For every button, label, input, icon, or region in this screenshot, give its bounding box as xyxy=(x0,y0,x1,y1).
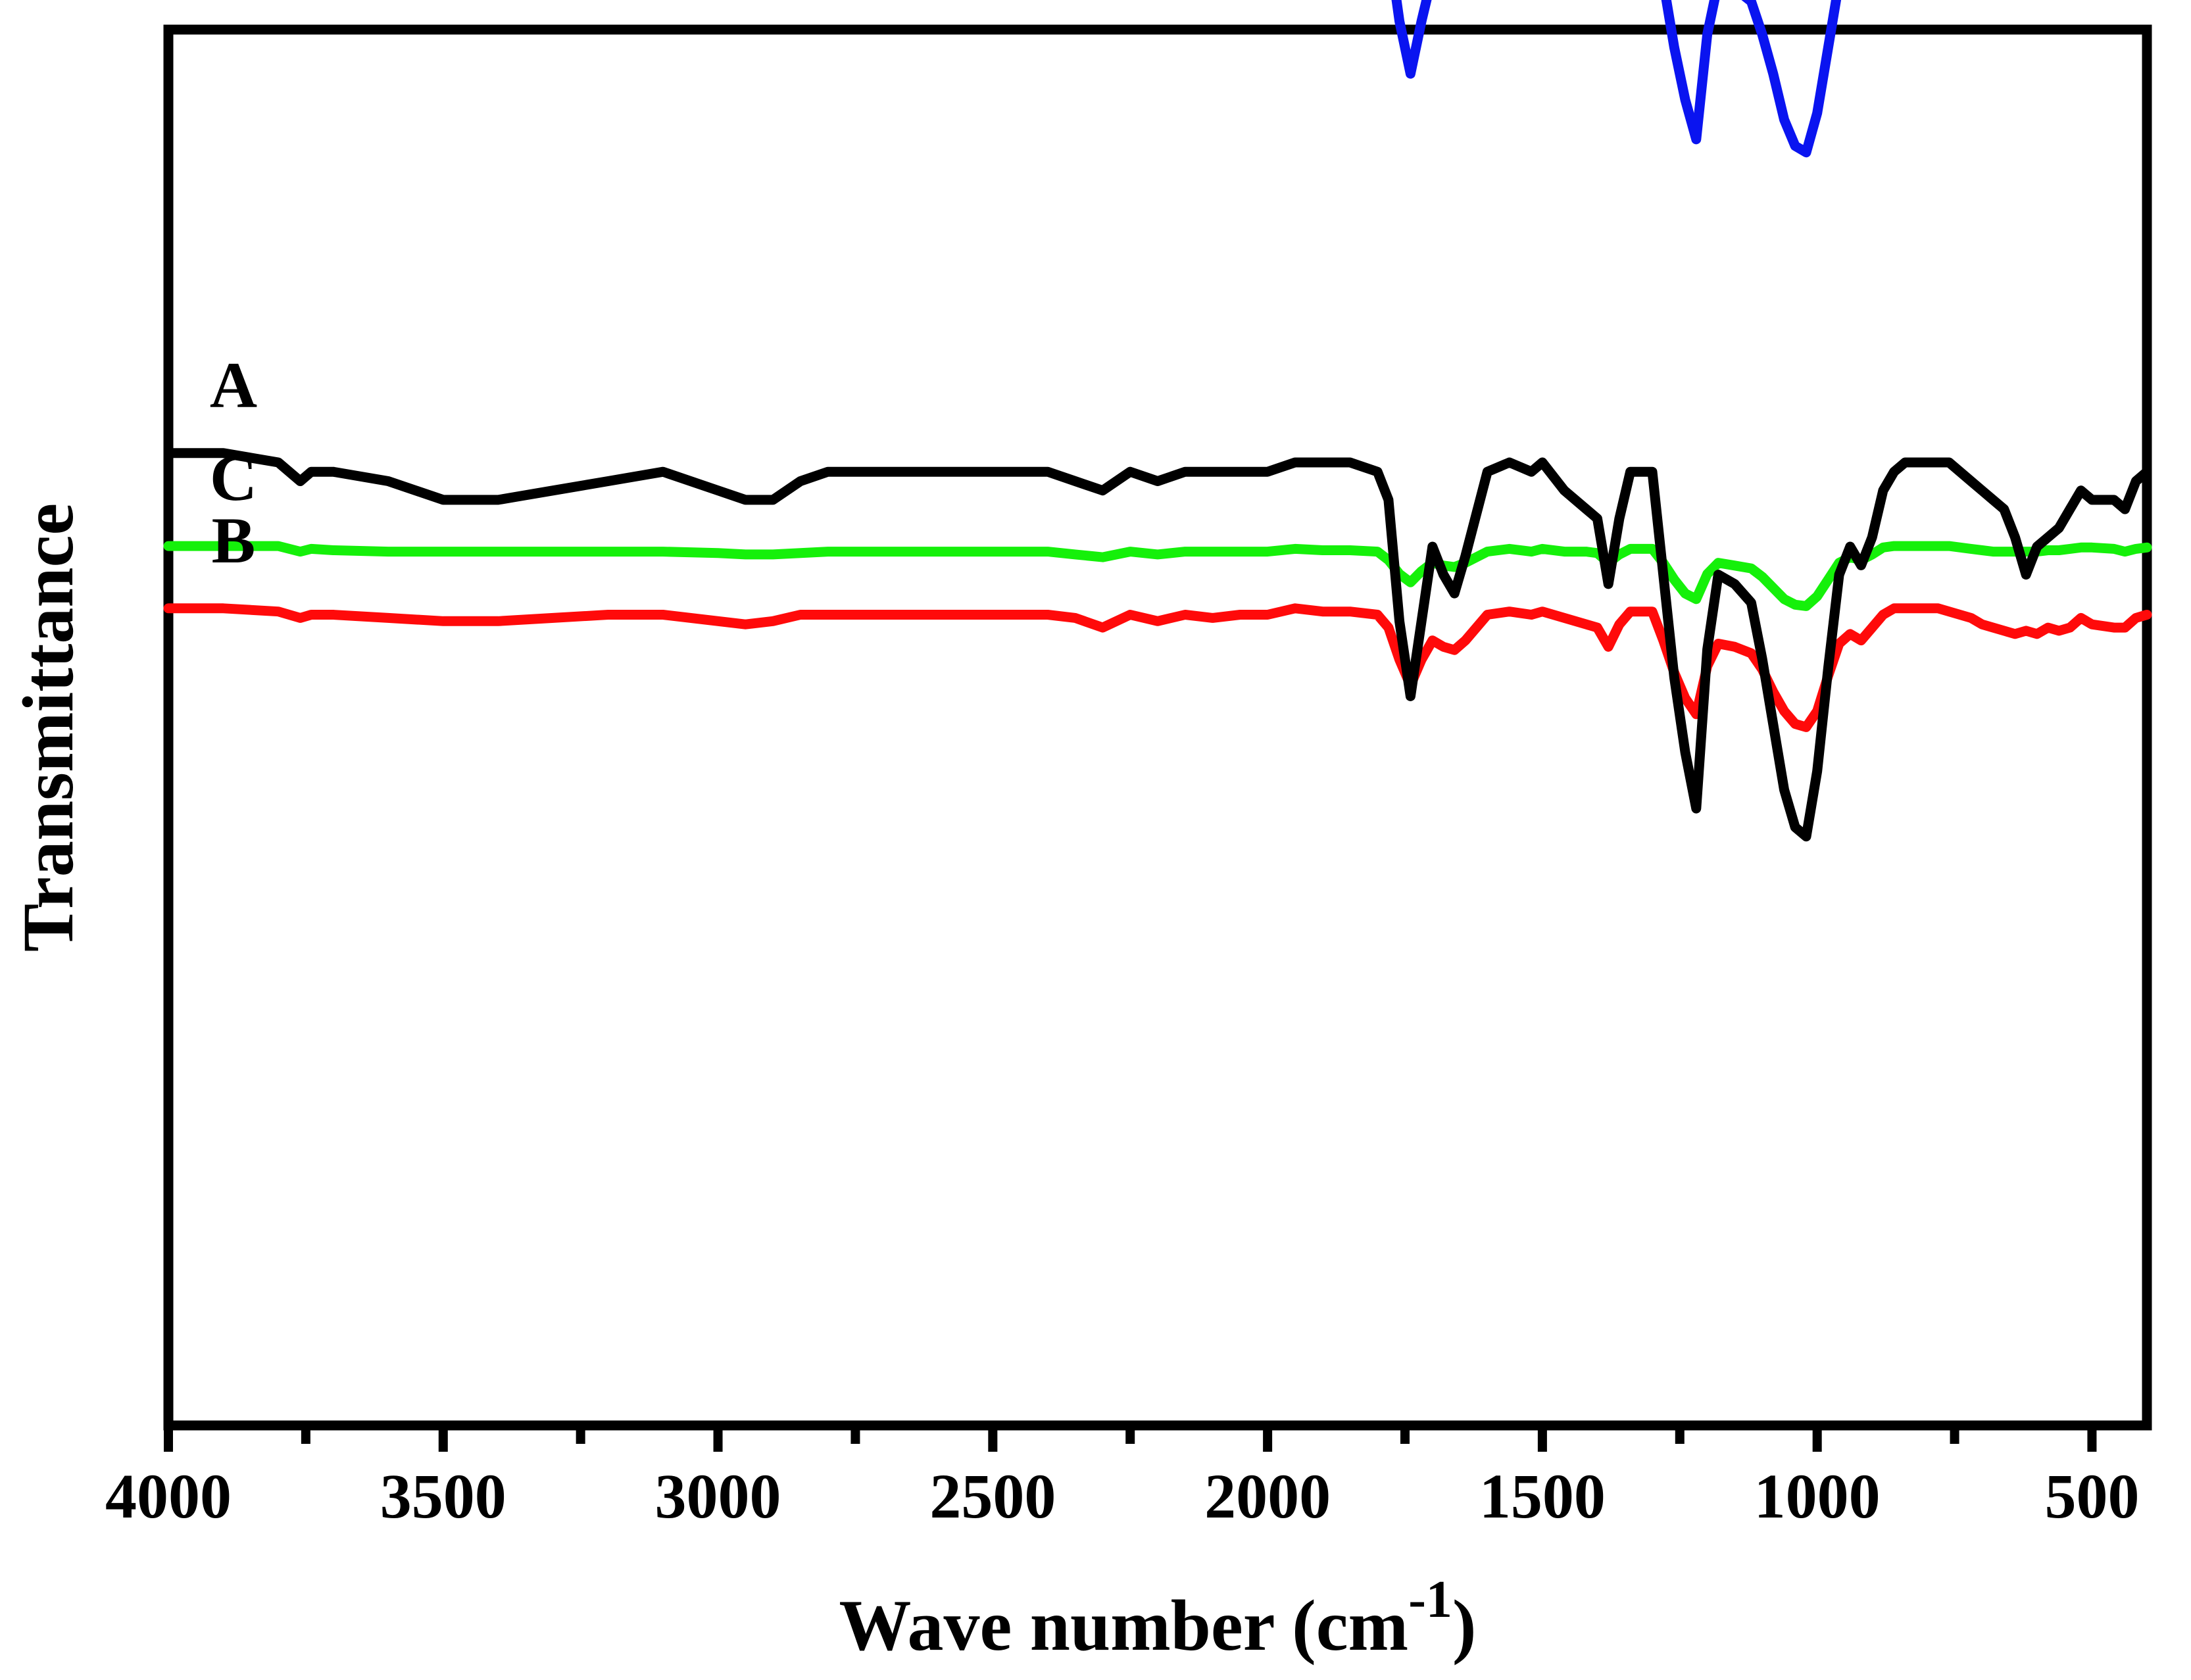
series-group xyxy=(163,0,2152,842)
x-tick-label: 500 xyxy=(2044,1461,2139,1531)
x-tick-label: 1000 xyxy=(1754,1461,1881,1531)
x-tick-label: 1500 xyxy=(1479,1461,1606,1531)
series-line-C xyxy=(163,541,2152,611)
plot-frame xyxy=(163,24,2152,1431)
x-axis-title-main: Wave number (cm xyxy=(839,1585,1409,1666)
series-label-A: A xyxy=(210,349,257,422)
x-axis-title-close: ) xyxy=(1452,1585,1477,1666)
y-axis-title: Transmittance xyxy=(8,503,88,952)
x-tick-label: 2500 xyxy=(929,1461,1056,1531)
x-axis-title-sup: -1 xyxy=(1408,1571,1452,1629)
x-axis-title: Wave number (cm-1) xyxy=(839,1571,1477,1666)
x-ticks: 4000 3500 3000 2500 2000 1500 1000 500 xyxy=(105,1425,2139,1531)
series-line-B xyxy=(163,603,2152,732)
series-line-D xyxy=(1391,0,1842,158)
series-labels: EDCBA xyxy=(210,349,257,577)
series-label-B: B xyxy=(212,504,256,577)
series-line-A xyxy=(163,448,2152,842)
x-tick-label: 4000 xyxy=(105,1461,232,1531)
x-tick-label: 3500 xyxy=(380,1461,506,1531)
x-tick-label: 2000 xyxy=(1204,1461,1331,1531)
series-label-C: C xyxy=(210,441,257,514)
x-tick-label: 3000 xyxy=(655,1461,781,1531)
